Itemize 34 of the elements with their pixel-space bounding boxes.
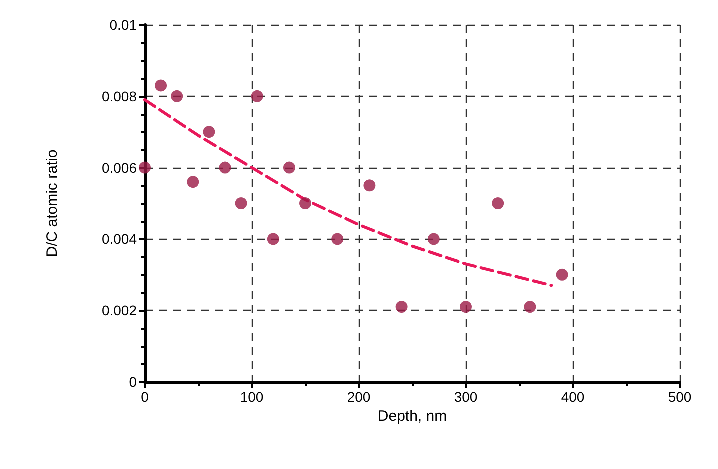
point (251, 90, 264, 102)
y-tick-label: 0.01 (110, 17, 138, 33)
x-tick-label: 0 (141, 389, 150, 405)
point (235, 198, 248, 210)
y-tick-label: 0.006 (102, 160, 138, 176)
point (171, 90, 184, 102)
point (283, 162, 296, 174)
point (396, 301, 408, 314)
point (187, 176, 200, 188)
point (364, 180, 376, 192)
x-tick-label: 200 (347, 389, 371, 405)
x-tick-label: 100 (240, 389, 264, 405)
point (203, 126, 216, 138)
point (267, 233, 280, 246)
x-axis-title: Depth, nm (378, 408, 448, 425)
x-tick-label: 400 (561, 389, 585, 405)
point (556, 268, 568, 281)
y-tick-label: 0.002 (102, 302, 138, 319)
y-axis-title: D/C atomic ratio (44, 150, 61, 258)
point (492, 198, 504, 210)
x-tick-label: 500 (668, 389, 692, 405)
point (332, 233, 344, 246)
line-series (144, 98, 554, 288)
point (428, 233, 440, 246)
y-tick-label: 0.008 (102, 88, 138, 104)
x-tick-label: 300 (454, 389, 478, 405)
point (155, 80, 168, 92)
point (139, 162, 151, 174)
y-tick-label: 0 (129, 374, 138, 390)
point (460, 301, 472, 314)
point (300, 198, 312, 210)
y-tick-label: 0.004 (102, 231, 138, 248)
point (524, 301, 536, 314)
point (219, 162, 232, 174)
